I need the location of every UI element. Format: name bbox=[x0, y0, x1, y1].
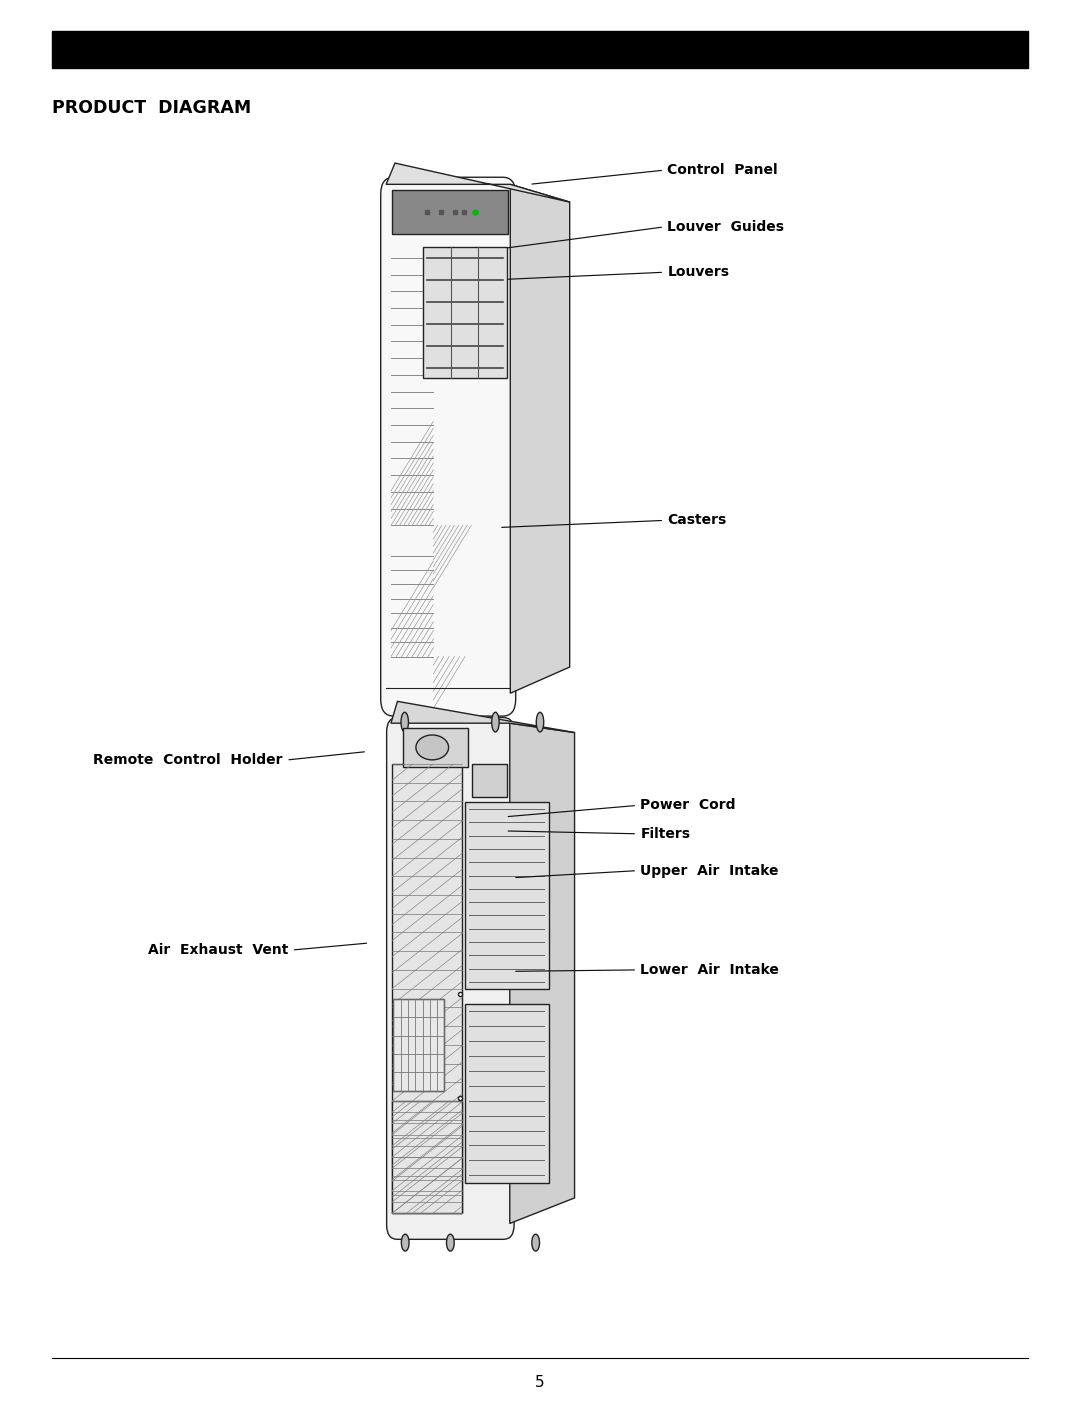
Text: Remote  Control  Holder: Remote Control Holder bbox=[94, 753, 283, 767]
Ellipse shape bbox=[491, 712, 499, 732]
Ellipse shape bbox=[537, 712, 543, 732]
Text: Control  Panel: Control Panel bbox=[667, 163, 778, 177]
Polygon shape bbox=[510, 184, 570, 693]
Text: Upper  Air  Intake: Upper Air Intake bbox=[640, 864, 779, 878]
Bar bbox=[403, 729, 469, 767]
Polygon shape bbox=[387, 163, 570, 201]
Bar bbox=[464, 1004, 549, 1183]
Ellipse shape bbox=[446, 1234, 455, 1251]
Text: Lower  Air  Intake: Lower Air Intake bbox=[640, 963, 780, 977]
Text: Louver  Guides: Louver Guides bbox=[667, 220, 784, 234]
Text: Power  Cord: Power Cord bbox=[640, 798, 735, 813]
Bar bbox=[392, 190, 508, 234]
Bar bbox=[464, 803, 549, 988]
Ellipse shape bbox=[531, 1234, 540, 1251]
Bar bbox=[392, 764, 462, 1214]
Bar bbox=[393, 998, 445, 1090]
Text: 5: 5 bbox=[536, 1374, 544, 1390]
Text: Casters: Casters bbox=[667, 513, 727, 527]
FancyBboxPatch shape bbox=[380, 177, 516, 716]
Text: PRODUCT  DIAGRAM: PRODUCT DIAGRAM bbox=[52, 99, 251, 118]
Text: Louvers: Louvers bbox=[667, 265, 729, 279]
FancyBboxPatch shape bbox=[387, 718, 514, 1239]
Text: Filters: Filters bbox=[640, 827, 690, 841]
Ellipse shape bbox=[402, 1234, 409, 1251]
Polygon shape bbox=[391, 702, 575, 733]
Polygon shape bbox=[510, 723, 575, 1224]
Ellipse shape bbox=[416, 735, 448, 760]
Bar bbox=[52, 31, 1028, 68]
Bar bbox=[423, 247, 507, 379]
Bar bbox=[392, 1100, 462, 1214]
Ellipse shape bbox=[401, 712, 408, 732]
Text: Air  Exhaust  Vent: Air Exhaust Vent bbox=[148, 943, 288, 957]
Bar bbox=[472, 764, 508, 797]
